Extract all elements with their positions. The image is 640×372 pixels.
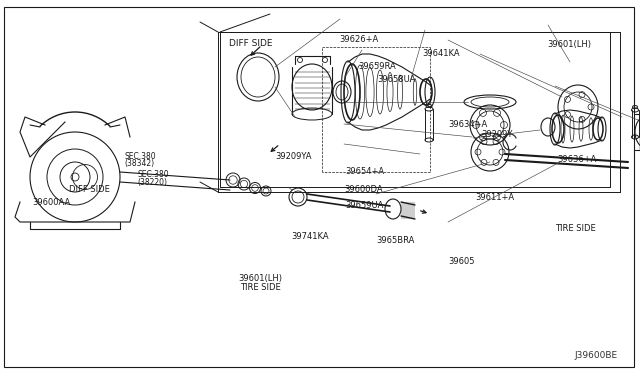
Text: 39659RA: 39659RA bbox=[358, 62, 396, 71]
Text: 39209YA: 39209YA bbox=[275, 153, 312, 161]
Text: 39605: 39605 bbox=[448, 257, 474, 266]
Text: J39600BE: J39600BE bbox=[575, 351, 618, 360]
Text: 39626+A: 39626+A bbox=[339, 35, 378, 44]
Text: DIFF SIDE: DIFF SIDE bbox=[229, 39, 273, 48]
Text: 39641KA: 39641KA bbox=[422, 49, 460, 58]
Text: TIRE SIDE: TIRE SIDE bbox=[556, 224, 596, 233]
Text: SEC.380: SEC.380 bbox=[138, 170, 169, 179]
Text: 39600AA: 39600AA bbox=[32, 198, 70, 207]
Text: 39741KA: 39741KA bbox=[291, 232, 329, 241]
Text: 39658UA: 39658UA bbox=[378, 76, 416, 84]
Text: 39600DA: 39600DA bbox=[344, 185, 383, 194]
Text: SEC.380: SEC.380 bbox=[125, 152, 156, 161]
Text: 39654+A: 39654+A bbox=[346, 167, 385, 176]
Text: 39659UA: 39659UA bbox=[346, 201, 384, 210]
Text: (38342): (38342) bbox=[125, 159, 155, 168]
Text: (38220): (38220) bbox=[138, 178, 168, 187]
Text: 39636+A: 39636+A bbox=[557, 155, 596, 164]
Text: DIFF SIDE: DIFF SIDE bbox=[69, 185, 110, 194]
Text: 39209Y: 39209Y bbox=[481, 130, 513, 139]
Text: TIRE SIDE: TIRE SIDE bbox=[240, 283, 281, 292]
Text: 39601(LH): 39601(LH) bbox=[547, 40, 591, 49]
Text: 39601(LH): 39601(LH) bbox=[238, 275, 282, 283]
Text: 3965BRA: 3965BRA bbox=[376, 236, 415, 245]
Text: 39634+A: 39634+A bbox=[448, 120, 487, 129]
Text: 39611+A: 39611+A bbox=[475, 193, 514, 202]
